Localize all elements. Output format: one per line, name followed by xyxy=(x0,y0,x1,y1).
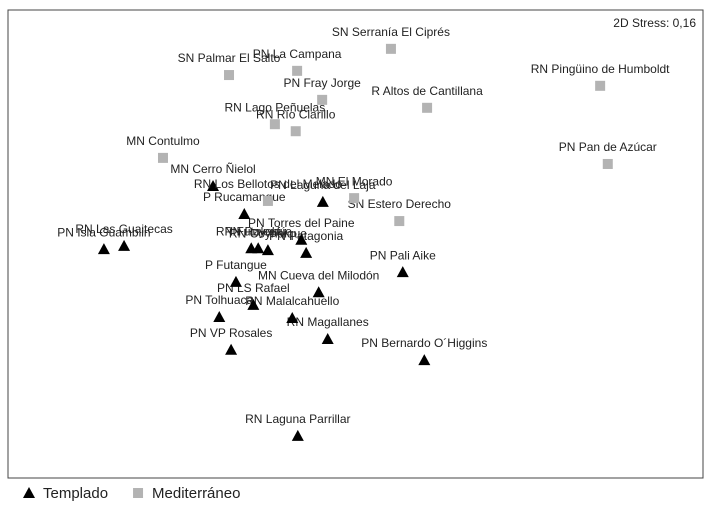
square-marker xyxy=(595,80,606,91)
point-label: PN Fray Jorge xyxy=(283,76,361,90)
triangle-marker xyxy=(396,266,409,278)
point-label: MN El Morado xyxy=(316,174,393,188)
legend-marker xyxy=(23,487,35,498)
triangle-marker xyxy=(247,298,260,310)
point-label: MN Cueva del Milodón xyxy=(258,268,379,282)
point-label: SN Estero Derecho xyxy=(348,197,452,211)
point-label: R Altos de Cantillana xyxy=(371,84,483,98)
triangle-marker xyxy=(252,242,265,254)
point-label: RN Malalcahuello xyxy=(245,294,339,308)
point-label: MN Contulmo xyxy=(126,134,200,148)
triangle-marker xyxy=(97,243,110,255)
point-label: PN Patagonia xyxy=(269,229,343,243)
square-marker xyxy=(157,152,168,163)
plot-frame xyxy=(7,9,704,479)
point-label: P Futangue xyxy=(205,258,267,272)
triangle-marker xyxy=(213,311,226,323)
point-label: PN Pali Aike xyxy=(370,248,436,262)
triangle-marker xyxy=(291,429,304,441)
square-marker xyxy=(224,70,235,81)
point-label: PN Puyehue xyxy=(225,224,293,238)
triangle-marker xyxy=(300,246,313,258)
point-label: SN Palmar El Salto xyxy=(178,51,281,65)
point-label: RN Magallanes xyxy=(287,315,369,329)
triangle-marker xyxy=(261,244,274,256)
legend-marker xyxy=(133,488,144,498)
triangle-marker xyxy=(295,233,308,245)
point-label: RN Las Guaitecas xyxy=(75,222,172,236)
point-label: PN La Campana xyxy=(253,47,342,61)
square-marker xyxy=(317,94,328,105)
square-marker xyxy=(349,193,360,204)
triangle-marker xyxy=(321,333,334,345)
square-marker xyxy=(602,158,613,169)
triangle-marker xyxy=(418,354,431,366)
triangle-marker xyxy=(229,275,242,287)
legend-text: Templado xyxy=(43,485,108,502)
point-label: PN Laguna del Laja xyxy=(270,178,376,192)
point-label: PN Pan de Azúcar xyxy=(559,140,657,154)
square-marker xyxy=(422,102,433,113)
point-label: RN Coyhaique xyxy=(229,226,307,240)
point-label: PN Isla Guamblin xyxy=(57,225,150,239)
square-marker xyxy=(385,43,396,54)
point-label: RN Río Clarillo xyxy=(256,107,336,121)
triangle-marker xyxy=(207,179,220,191)
stress-annotation: 2D Stress: 0,16 xyxy=(613,16,696,30)
square-marker xyxy=(290,126,301,137)
point-label: SN Serranía El Ciprés xyxy=(332,25,450,39)
legend-text: Mediterráneo xyxy=(152,485,240,502)
square-marker xyxy=(262,195,273,206)
point-label: RN Futaleufú xyxy=(216,224,287,238)
square-marker xyxy=(269,119,280,130)
triangle-marker xyxy=(238,208,251,220)
triangle-marker xyxy=(312,286,325,298)
triangle-marker xyxy=(316,195,329,207)
point-label: PN Bernardo O´Higgins xyxy=(361,336,487,350)
triangle-marker xyxy=(286,311,299,323)
square-marker xyxy=(394,216,405,227)
point-label: MN Cerro Ñielol xyxy=(170,162,255,176)
point-label: RN Pingüino de Humboldt xyxy=(531,62,670,76)
point-label: RN Los Bellotos del Melado xyxy=(194,177,342,191)
point-label: PN Torres del Paine xyxy=(248,216,355,230)
point-label: P Rucamanque xyxy=(203,190,286,204)
point-label: RN Laguna Parrillar xyxy=(245,412,350,426)
triangle-marker xyxy=(118,239,131,251)
point-label: PN Tolhuaca xyxy=(185,293,253,307)
square-marker xyxy=(292,65,303,76)
triangle-marker xyxy=(225,343,238,355)
point-label: PN VP Rosales xyxy=(190,326,272,340)
point-label: RN Lago Peñuelas xyxy=(225,100,326,114)
